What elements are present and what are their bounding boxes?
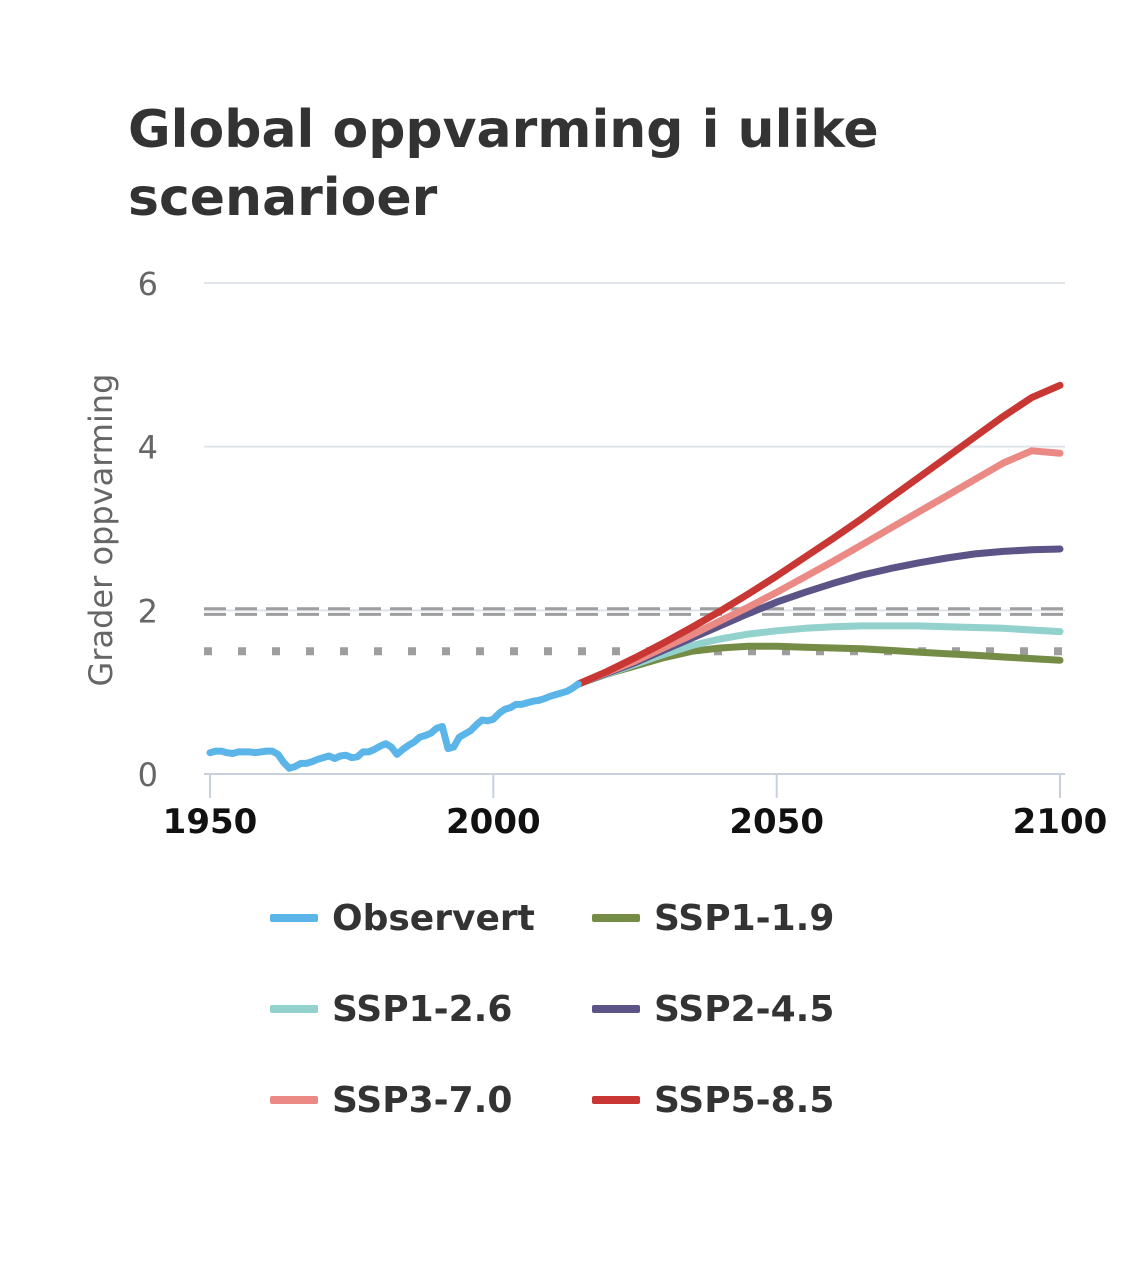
series-line-ssp5-8-5 [574,381,1064,688]
y-axis-label: Grader oppvarming [82,374,120,687]
legend-swatch [270,914,318,922]
legend-swatch [592,1096,640,1104]
chart-title: Global oppvarming i ulike scenarioer [128,100,879,228]
y-tick-label-4: 4 [138,429,158,467]
axes [204,773,1065,798]
legend-item-ssp1-2-6[interactable]: SSP1-2.6 [270,979,512,1039]
legend-swatch [270,1096,318,1104]
legend-item-ssp3-7-0[interactable]: SSP3-7.0 [270,1070,512,1130]
legend-item-observert[interactable]: Observert [270,888,535,948]
legend-swatch [592,1005,640,1013]
legend-label: SSP1-1.9 [654,897,835,939]
series-line-ssp3-7-0 [574,447,1064,688]
x-tick-label-2100: 2100 [1013,802,1108,842]
legend-swatch [270,1005,318,1013]
legend-label: SSP2-4.5 [654,988,835,1030]
x-tick-label-2050: 2050 [729,802,824,842]
series-lines [206,381,1064,772]
chart-plot: 0 2 4 6 1950 2000 2050 2100 Grader oppvarming [82,265,1108,842]
legend-label: SSP1-2.6 [332,988,513,1030]
legend-item-ssp2-4-5[interactable]: SSP2-4.5 [592,979,834,1039]
y-tick-label-2: 2 [138,592,158,630]
legend-label: Observert [332,897,535,939]
legend-label: SSP5-8.5 [654,1079,835,1121]
x-tick-label-2000: 2000 [446,802,541,842]
y-tick-label-6: 6 [138,265,158,303]
legend-swatch [592,914,640,922]
grid-lines [204,282,1065,612]
y-tick-label-0: 0 [138,756,158,794]
tick-labels: 0 2 4 6 1950 2000 2050 2100 [138,265,1108,842]
series-line-observert [206,680,582,772]
reference-lines [204,607,1065,656]
x-tick-label-1950: 1950 [163,802,258,842]
legend-item-ssp5-8-5[interactable]: SSP5-8.5 [592,1070,834,1130]
legend-label: SSP3-7.0 [332,1079,513,1121]
legend-item-ssp1-1-9[interactable]: SSP1-1.9 [592,888,834,948]
